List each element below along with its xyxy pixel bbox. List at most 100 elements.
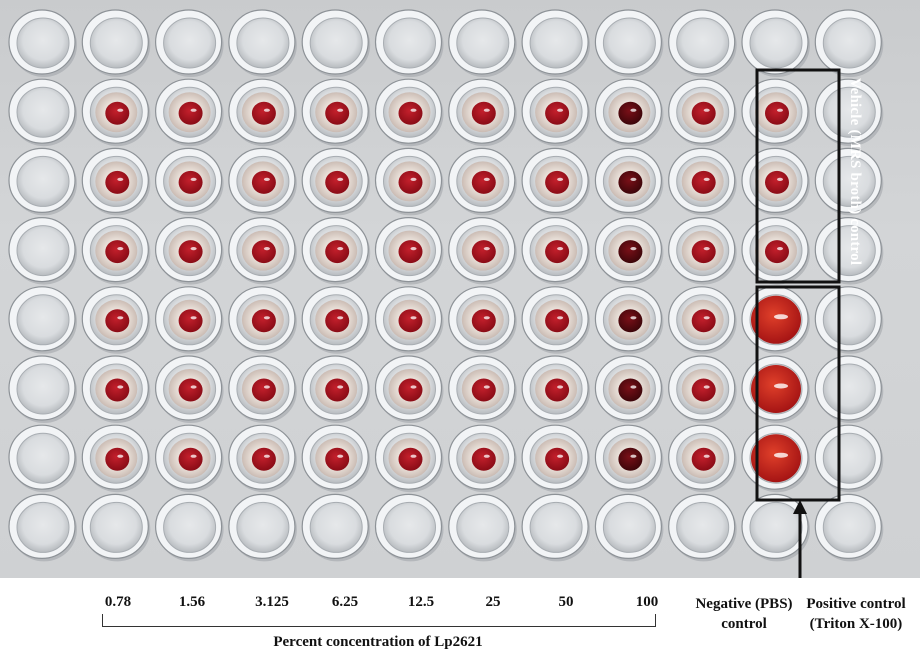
well-r4-c8 [521, 217, 591, 285]
well-r4-c3 [155, 217, 224, 285]
well-r2-c11 [741, 78, 810, 147]
well-r5-c7 [448, 286, 517, 354]
well-r4-c6 [374, 217, 444, 285]
well-r6-c5 [301, 355, 371, 423]
well-r7-c5 [301, 424, 371, 493]
well-r7-c11 [741, 424, 810, 493]
positive-control-line1: Positive control [806, 596, 906, 612]
well-r1-c10 [668, 9, 737, 77]
well-r2-c6 [374, 78, 444, 147]
microplate-photo: Vehicle (MRS broth) control [0, 0, 920, 578]
well-r2-c5 [301, 78, 371, 147]
well-r1-c9 [594, 9, 664, 77]
conc-label-1: 1.56 [178, 594, 206, 610]
well-r3-c8 [521, 147, 591, 216]
negative-control-label: Negative (PBS) control [695, 594, 792, 634]
concentration-axis-title: Percent concentration of Lp2621 [273, 634, 483, 650]
well-r3-c12 [814, 147, 884, 216]
well-r8-c10 [668, 493, 737, 562]
conc-label-7: 100 [635, 594, 659, 610]
well-r3-c1 [8, 147, 77, 216]
well-r6-c9 [594, 355, 664, 423]
well-r3-c3 [155, 147, 224, 216]
well-r2-c8 [521, 78, 591, 147]
well-r4-c4 [228, 217, 297, 285]
well-r5-c2 [81, 286, 151, 354]
positive-control-arrow-head [793, 500, 807, 514]
positive-control-label: Positive control (Triton X-100) [806, 594, 905, 634]
well-r1-c8 [521, 9, 591, 77]
well-r4-c12 [814, 217, 884, 285]
well-r7-c4 [228, 424, 297, 493]
well-r1-c11 [741, 9, 810, 77]
well-r6-c10 [668, 355, 737, 423]
well-r2-c4 [228, 78, 297, 147]
well-r5-c6 [374, 286, 444, 354]
well-r6-c1 [8, 355, 77, 423]
concentration-bracket [102, 614, 656, 627]
well-r8-c5 [301, 493, 371, 562]
well-r5-c9 [594, 286, 664, 354]
well-r6-c3 [155, 355, 224, 423]
conc-label-6: 50 [558, 594, 574, 610]
well-r8-c7 [448, 493, 517, 562]
well-r5-c1 [8, 286, 77, 354]
well-r6-c11 [741, 355, 810, 423]
well-r6-c6 [374, 355, 444, 423]
well-r5-c10 [668, 286, 737, 354]
well-r5-c3 [155, 286, 224, 354]
well-r8-c9 [594, 493, 664, 562]
well-r4-c9 [594, 217, 664, 285]
well-r4-c5 [301, 217, 371, 285]
conc-label-0: 0.78 [104, 594, 132, 610]
well-r5-c12 [814, 286, 884, 354]
well-r2-c9 [594, 78, 664, 147]
well-r1-c3 [155, 9, 224, 77]
well-r4-c10 [668, 217, 737, 285]
well-r1-c6 [374, 9, 444, 77]
well-r3-c11 [741, 147, 810, 216]
well-r7-c2 [81, 424, 151, 493]
well-r5-c11 [741, 286, 810, 354]
well-r5-c4 [228, 286, 297, 354]
well-r2-c12 [814, 78, 884, 147]
well-r2-c7 [448, 78, 517, 147]
well-r2-c2 [81, 78, 151, 147]
well-r1-c7 [448, 9, 517, 77]
well-r1-c5 [301, 9, 371, 77]
well-r2-c3 [155, 78, 224, 147]
well-r6-c2 [81, 355, 151, 423]
well-r8-c1 [8, 493, 77, 562]
vehicle-control-box [755, 68, 841, 284]
well-r8-c3 [155, 493, 224, 562]
well-r7-c10 [668, 424, 737, 493]
well-r8-c6 [374, 493, 444, 562]
well-r6-c12 [814, 355, 884, 423]
well-r7-c8 [521, 424, 591, 493]
well-r4-c1 [8, 217, 77, 285]
conc-label-4: 12.5 [407, 594, 435, 610]
negative-control-line2: control [721, 616, 767, 632]
conc-label-3: 6.25 [331, 594, 359, 610]
well-r3-c5 [301, 147, 371, 216]
negative-control-line1: Negative (PBS) [695, 596, 793, 612]
well-r8-c4 [228, 493, 297, 562]
well-r2-c10 [668, 78, 737, 147]
well-r8-c11 [741, 493, 810, 562]
well-r4-c2 [81, 217, 151, 285]
well-r7-c7 [448, 424, 517, 493]
well-r5-c5 [301, 286, 371, 354]
well-r7-c1 [8, 424, 77, 493]
well-r3-c7 [448, 147, 517, 216]
well-r2-c1 [8, 78, 77, 147]
well-r7-c9 [594, 424, 664, 493]
well-r3-c2 [81, 147, 151, 216]
well-r7-c12 [814, 424, 884, 493]
well-r8-c12 [814, 493, 884, 562]
well-r3-c10 [668, 147, 737, 216]
positive-control-line2: (Triton X-100) [809, 616, 903, 632]
well-r6-c8 [521, 355, 591, 423]
well-r8-c2 [81, 493, 151, 562]
well-r3-c9 [594, 147, 664, 216]
conc-label-5: 25 [485, 594, 501, 610]
